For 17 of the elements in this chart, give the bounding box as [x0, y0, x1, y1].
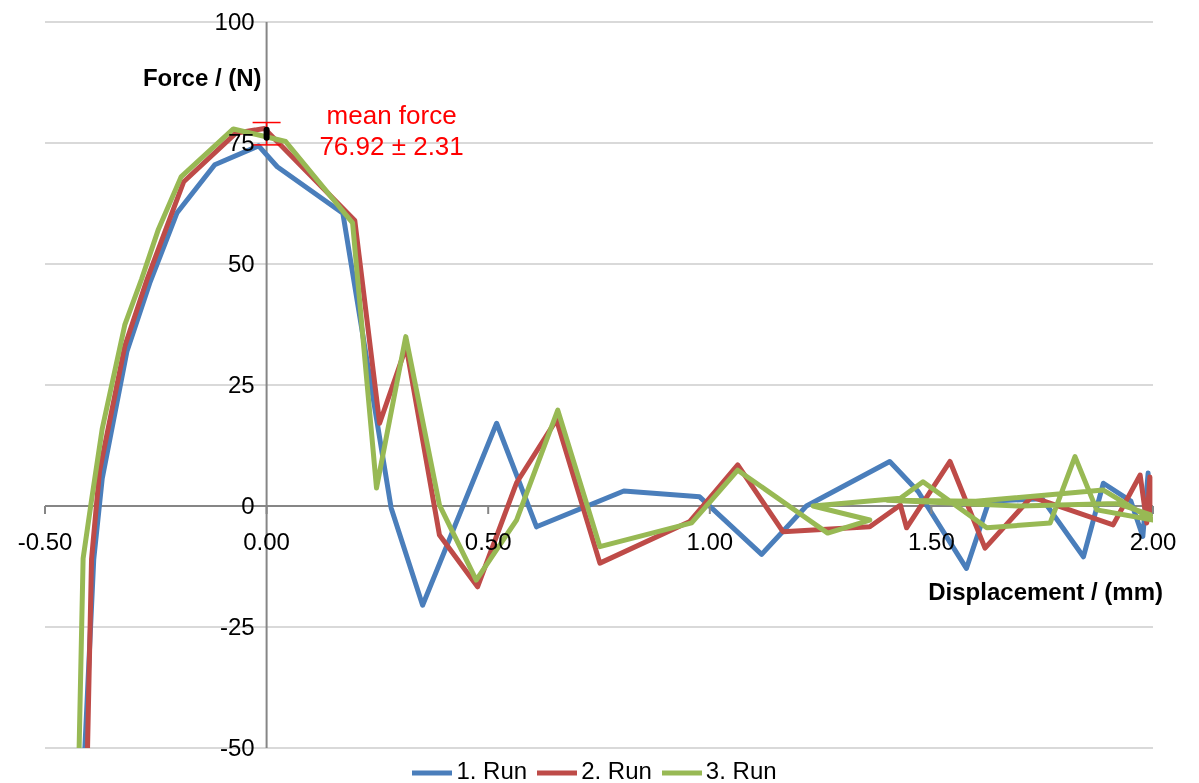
y-tick-label: -25	[219, 613, 255, 640]
y-tick-label: 25	[227, 371, 255, 398]
legend-label: 1. Run	[456, 757, 528, 783]
annotation: mean force 76.92 ± 2.31	[319, 99, 464, 161]
y-tick-label: 50	[227, 250, 255, 277]
x-tick-label: 1.00	[686, 528, 734, 555]
y-tick-label: 100	[214, 8, 255, 35]
y-tick-label: -50	[219, 734, 255, 761]
x-axis-title: Displacement / (mm)	[928, 578, 1163, 605]
y-tick-label: 0	[241, 492, 255, 519]
x-tick-label: -0.50	[17, 528, 73, 555]
legend-label: 2. Run	[581, 757, 652, 783]
y-axis-title: Force / (N)	[142, 64, 262, 91]
x-tick-label: 2.00	[1129, 528, 1177, 555]
legend-label: 3. Run	[705, 757, 777, 783]
y-tick-label: 75	[227, 129, 255, 156]
x-tick-label: 0.00	[243, 528, 290, 555]
